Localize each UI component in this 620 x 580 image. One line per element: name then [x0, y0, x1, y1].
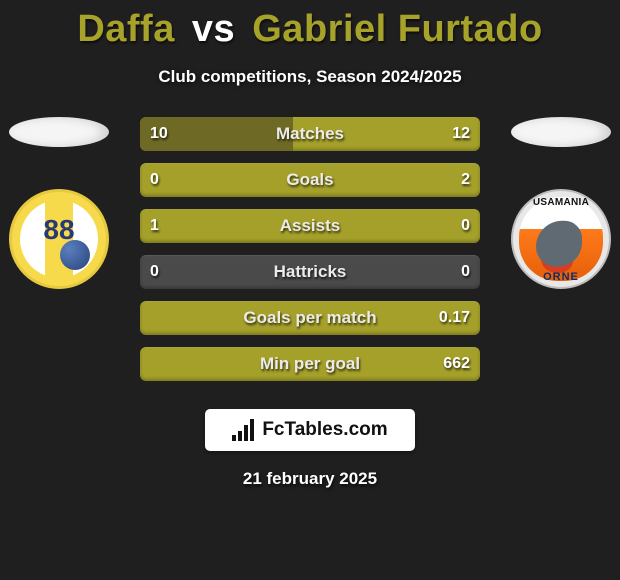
bar-label: Min per goal — [140, 354, 480, 374]
bar-chart-icon — [232, 419, 256, 441]
player2-club-badge: USAMANIA ORNE — [511, 189, 611, 289]
bar-value-left: 10 — [150, 125, 168, 143]
brand-rest: Tables.com — [285, 419, 388, 440]
bar-value-right: 2 — [461, 171, 470, 189]
bar-label: Assists — [140, 216, 480, 236]
stat-bar-min-per-goal: 662Min per goal — [140, 347, 480, 381]
title-vs: vs — [192, 8, 235, 50]
stat-bar-hattricks: 0 0Hattricks — [140, 255, 480, 289]
footer-date: 21 february 2025 — [0, 469, 620, 489]
badge-top-text: USAMANIA — [513, 197, 609, 208]
stat-bar-goals: 0 2Goals — [140, 163, 480, 197]
bar-value-right: 662 — [443, 355, 470, 373]
page-title: Daffa vs Gabriel Furtado — [0, 0, 620, 51]
badge-number: 88 — [12, 214, 106, 246]
title-player2: Gabriel Furtado — [252, 8, 542, 50]
stat-bar-goals-per-match: 0.17Goals per match — [140, 301, 480, 335]
bar-value-left: 0 — [150, 171, 159, 189]
bar-value-left: 0 — [150, 263, 159, 281]
bar-value-right: 12 — [452, 125, 470, 143]
content-row: 88 1012Matches02Goals10Assists00Hattrick… — [0, 117, 620, 393]
bar-value-left: 1 — [150, 217, 159, 235]
left-side: 88 — [6, 117, 112, 289]
bar-value-right: 0 — [461, 217, 470, 235]
brand-bold: Fc — [262, 419, 284, 440]
comparison-infographic: Daffa vs Gabriel Furtado Club competitio… — [0, 0, 620, 580]
right-side: USAMANIA ORNE — [508, 117, 614, 289]
comparison-bars: 1012Matches02Goals10Assists00Hattricks0.… — [140, 117, 480, 393]
soccer-ball-icon — [60, 240, 90, 270]
player1-club-badge: 88 — [9, 189, 109, 289]
bar-label: Hattricks — [140, 262, 480, 282]
bar-label: Goals — [140, 170, 480, 190]
bar-label: Goals per match — [140, 308, 480, 328]
stat-bar-assists: 1 0Assists — [140, 209, 480, 243]
badge-ribbon-text: ORNE — [513, 271, 609, 283]
brand-text: FcTables.com — [262, 419, 387, 441]
player2-avatar-placeholder — [511, 117, 611, 147]
subtitle: Club competitions, Season 2024/2025 — [0, 67, 620, 87]
title-player1: Daffa — [77, 8, 175, 50]
bar-value-right: 0.17 — [439, 309, 470, 327]
stat-bar-matches: 1012Matches — [140, 117, 480, 151]
bar-value-right: 0 — [461, 263, 470, 281]
brand-logo: FcTables.com — [205, 409, 415, 451]
player1-avatar-placeholder — [9, 117, 109, 147]
